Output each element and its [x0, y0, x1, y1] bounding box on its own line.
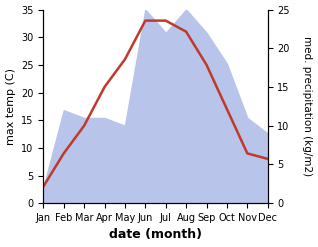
X-axis label: date (month): date (month) [109, 228, 202, 242]
Y-axis label: max temp (C): max temp (C) [5, 68, 16, 145]
Y-axis label: med. precipitation (kg/m2): med. precipitation (kg/m2) [302, 36, 313, 176]
